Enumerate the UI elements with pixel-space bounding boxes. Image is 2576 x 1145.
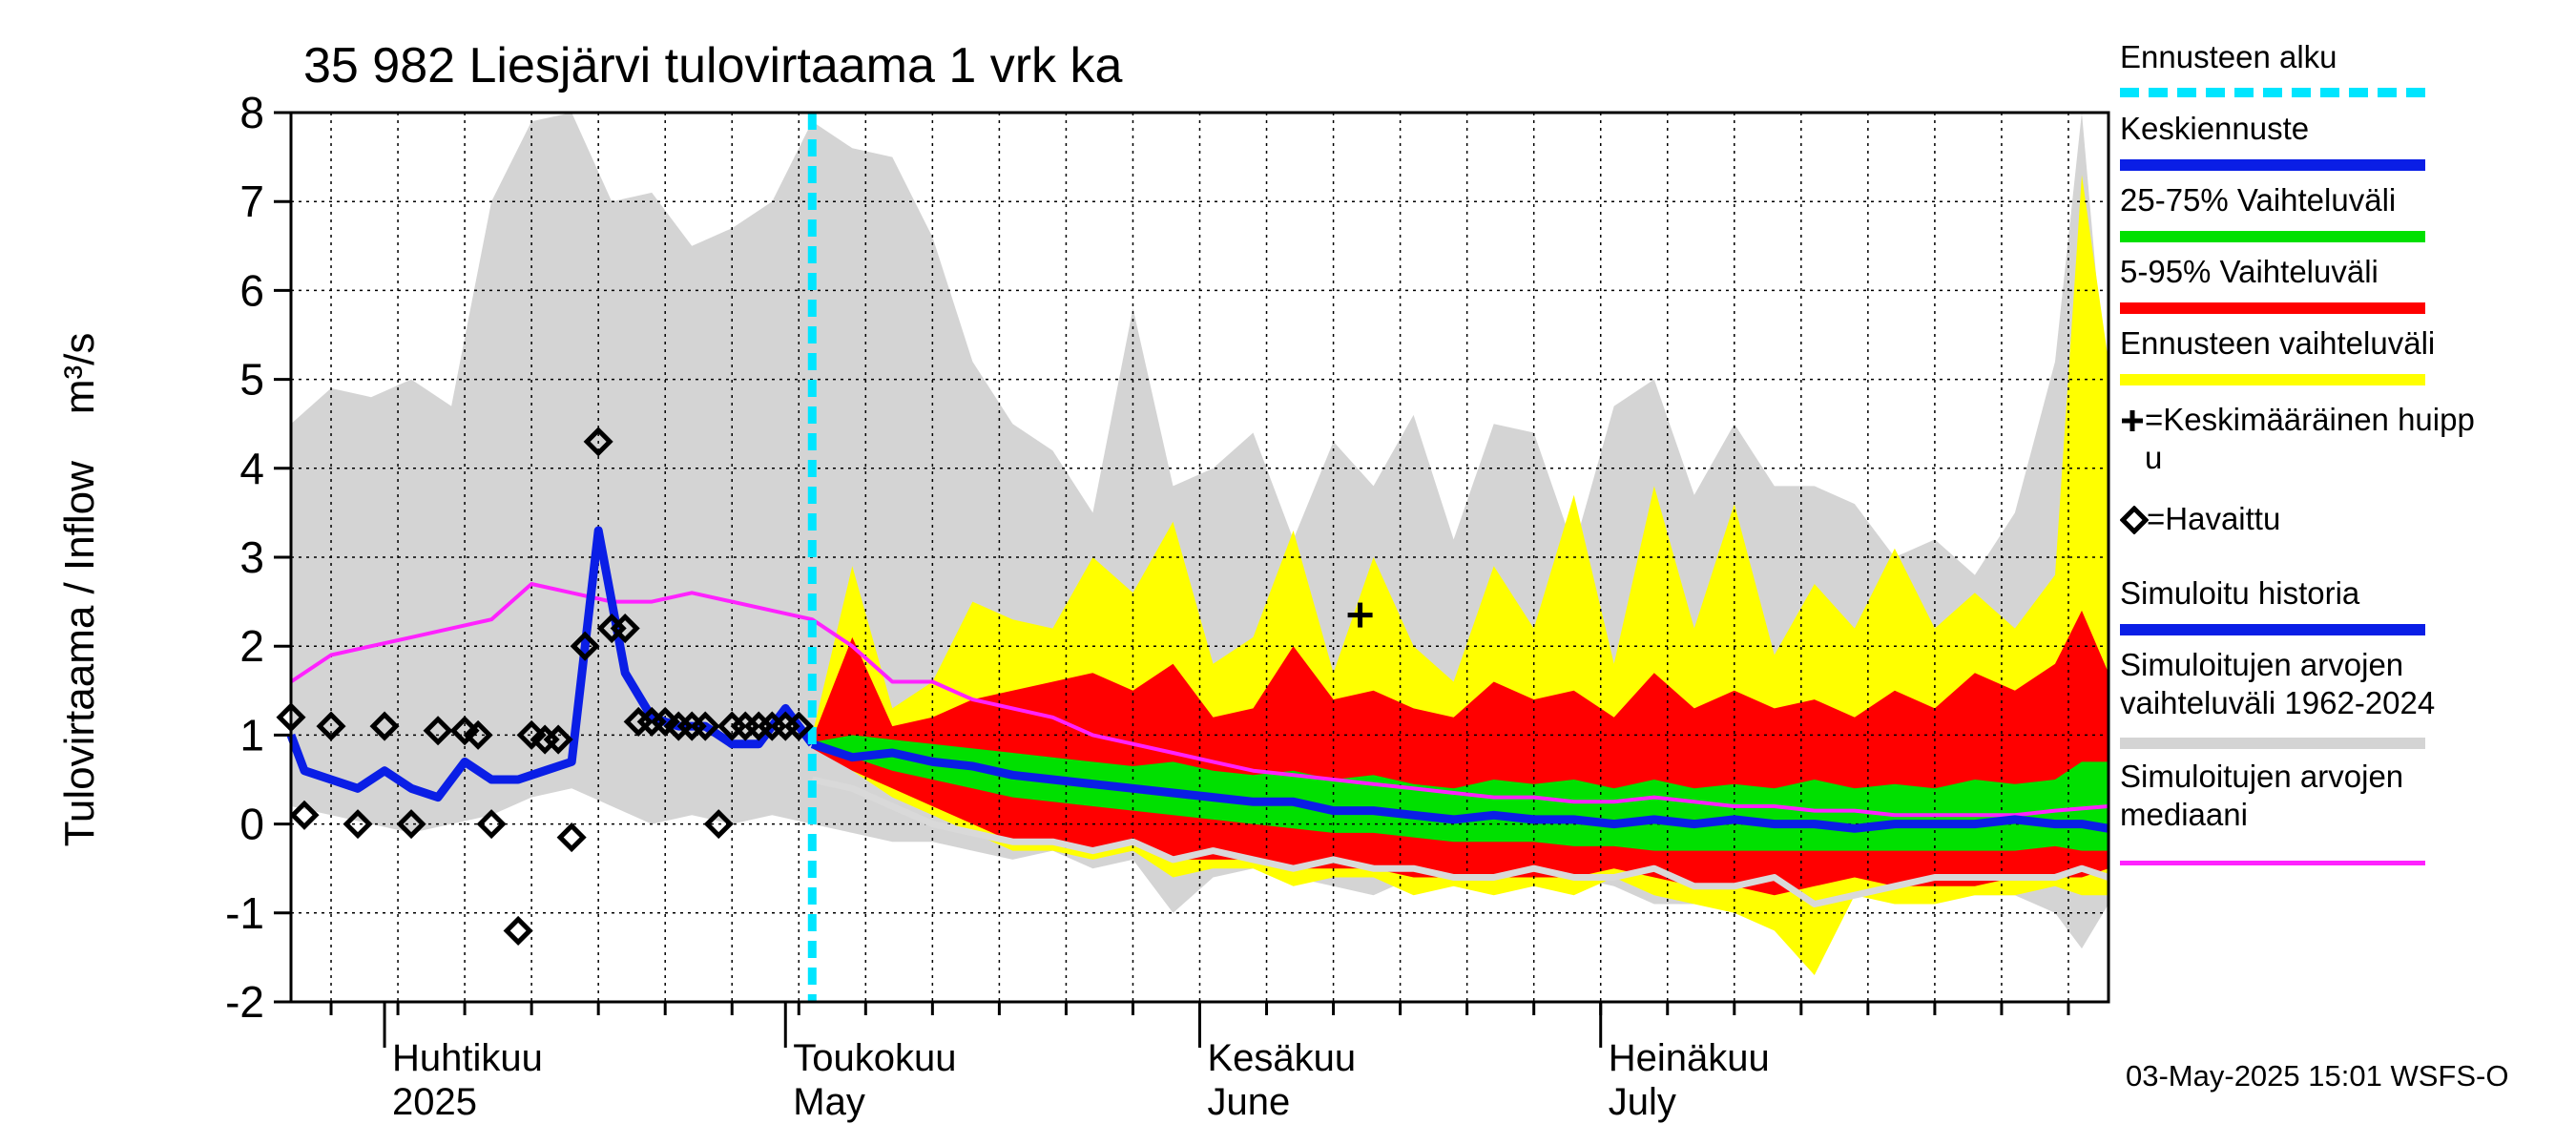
legend-swatch-forecast-start — [2120, 88, 2425, 97]
chart-title: 35 982 Liesjärvi tulovirtaama 1 vrk ka — [303, 38, 1122, 94]
legend-swatch-p5-95 — [2120, 302, 2425, 314]
legend-item-p5-95: 5-95% Vaihteluväli — [2120, 253, 2568, 314]
legend-item-forecast-start: Ennusteen alku — [2120, 38, 2568, 97]
x-month-sublabel: July — [1609, 1081, 1676, 1123]
y-tick-label: 0 — [239, 800, 264, 849]
x-month-label: Kesäkuu — [1208, 1037, 1357, 1079]
y-tick-label: -1 — [225, 888, 264, 938]
observed-point — [703, 809, 734, 840]
legend-item-observed: =Havaittu — [2120, 500, 2568, 538]
legend-swatch-mean-forecast — [2120, 159, 2425, 171]
legend-swatch-sim-history — [2120, 624, 2425, 635]
mean-peak-marker — [1347, 602, 1373, 628]
observed-point — [503, 915, 533, 946]
series-mean-forecast-line — [810, 739, 2109, 833]
legend-swatch-p25-75 — [2120, 231, 2425, 242]
legend-item-sim-history: Simuloitu historia — [2120, 574, 2568, 635]
y-axis-label: Tulovirtaama / Inflow m³/s — [56, 333, 103, 847]
observed-point — [423, 716, 453, 746]
observed-point — [783, 711, 814, 741]
legend-item-median: Simuloitujen arvojen mediaani — [2120, 758, 2568, 865]
chart-grid — [291, 112, 2109, 1003]
legend-plus-icon — [2122, 410, 2143, 431]
y-tick-label: 1 — [239, 710, 264, 760]
legend-label-p5-95: 5-95% Vaihteluväli — [2120, 254, 2379, 289]
x-month-sublabel: June — [1208, 1081, 1291, 1123]
x-month-sublabel: May — [793, 1081, 865, 1123]
x-month-label: Huhtikuu — [392, 1037, 543, 1079]
x-month-sublabel: 2025 — [392, 1081, 477, 1123]
observed-point — [690, 711, 720, 741]
y-tick-label: 3 — [239, 532, 264, 582]
legend-swatch-median — [2120, 861, 2425, 865]
legend-item-forecast-env: Ennusteen vaihteluväli — [2120, 324, 2568, 385]
legend-label-forecast-start: Ennusteen alku — [2120, 39, 2337, 74]
y-tick-label: -2 — [225, 977, 264, 1027]
legend-label-hist-range: Simuloitujen arvojen vaihteluväli 1962-2… — [2120, 647, 2436, 720]
series-sim-range-low-line — [811, 776, 2110, 907]
observed-point — [476, 809, 507, 840]
observed-point — [556, 822, 587, 853]
legend-label-observed: =Havaittu — [2147, 501, 2281, 536]
observed-point — [289, 800, 320, 830]
x-month-label: Heinäkuu — [1609, 1037, 1770, 1079]
footer-timestamp: 03-May-2025 15:01 WSFS-O — [2126, 1059, 2509, 1093]
y-tick-label: 4 — [239, 444, 264, 493]
legend-label-sim-history: Simuloitu historia — [2120, 575, 2360, 611]
observed-point — [369, 711, 400, 741]
legend-label-p25-75: 25-75% Vaihteluväli — [2120, 182, 2397, 218]
observed-point — [343, 809, 373, 840]
y-tick-label: 8 — [239, 88, 264, 137]
y-tick-label: 2 — [239, 621, 264, 671]
chart-lines — [286, 113, 2110, 1002]
x-month-label: Toukokuu — [793, 1037, 956, 1079]
observed-point — [396, 809, 426, 840]
legend-item-mean-peak: =Keskimääräinen huipp u — [2120, 401, 2568, 477]
observed-point — [610, 614, 640, 644]
y-tick-label: 6 — [239, 265, 264, 315]
legend-item-p25-75: 25-75% Vaihteluväli — [2120, 181, 2568, 242]
legend-swatch-forecast-env — [2120, 374, 2425, 385]
series-sim-history-line — [286, 526, 816, 802]
legend-swatch-hist-range — [2120, 738, 2425, 749]
legend-label-forecast-env: Ennusteen vaihteluväli — [2120, 325, 2436, 361]
observed-point — [570, 631, 600, 661]
legend-label-mean-peak: =Keskimääräinen huipp u — [2145, 402, 2475, 475]
legend-label-mean-forecast: Keskiennuste — [2120, 111, 2310, 146]
y-tick-label: 7 — [239, 177, 264, 226]
legend-item-hist-range: Simuloitujen arvojen vaihteluväli 1962-2… — [2120, 646, 2568, 749]
observed-point — [543, 724, 573, 755]
legend-label-median: Simuloitujen arvojen mediaani — [2120, 759, 2404, 832]
observed-point — [316, 711, 346, 741]
legend-item-mean-forecast: Keskiennuste — [2120, 110, 2568, 171]
observed-point — [583, 427, 613, 457]
y-tick-label: 5 — [239, 355, 264, 405]
legend-diamond-icon — [2120, 506, 2149, 534]
observed-point — [463, 719, 493, 750]
